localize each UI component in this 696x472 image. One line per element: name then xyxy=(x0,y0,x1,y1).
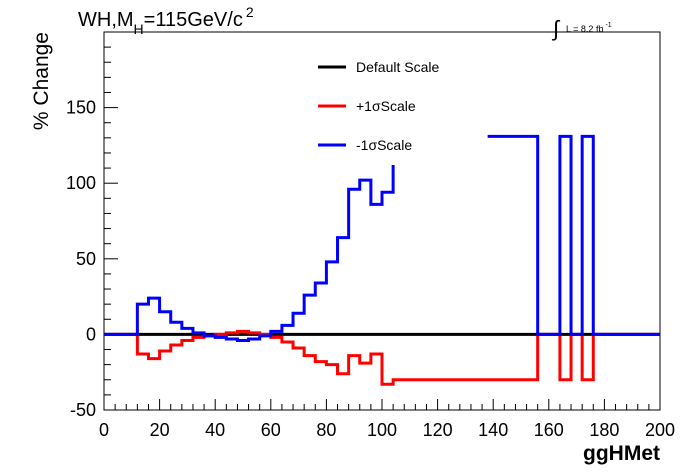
x-tick-label: 180 xyxy=(589,420,619,440)
y-axis-ticks: -50 0 50 100 150 xyxy=(66,31,118,420)
lumi-label: L = 8.2 fb -1 xyxy=(566,22,612,34)
x-tick-label: 60 xyxy=(261,420,281,440)
x-tick-label: 140 xyxy=(478,420,508,440)
series-layer xyxy=(104,134,660,386)
y-axis-title: % Change xyxy=(30,32,53,130)
y-tick-label: -50 xyxy=(70,400,96,420)
title-superscript: 2 xyxy=(246,4,254,20)
legend-label-default: Default Scale xyxy=(356,59,439,75)
x-tick-label: 100 xyxy=(367,420,397,440)
series-line-2-segment-1 xyxy=(487,134,660,336)
y-tick-label: 100 xyxy=(66,173,96,193)
x-tick-label: 120 xyxy=(423,420,453,440)
chart-title: WH,MH=115GeV/c 2 xyxy=(78,4,254,37)
series-line-1 xyxy=(104,329,660,386)
x-axis-title: ggHMet xyxy=(583,442,660,465)
y-tick-label: 50 xyxy=(76,249,96,269)
legend-label-plus: +1σScale xyxy=(356,98,416,114)
x-tick-label: 0 xyxy=(99,420,109,440)
x-axis-ticks: 0 20 40 60 80 100 120 140 160 180 200 xyxy=(99,399,675,440)
x-tick-label: 200 xyxy=(645,420,675,440)
x-tick-label: 160 xyxy=(534,420,564,440)
series-line-2 xyxy=(104,165,395,342)
x-tick-label: 40 xyxy=(205,420,225,440)
y-tick-label: 150 xyxy=(66,98,96,118)
legend: Default Scale +1σScale -1σScale xyxy=(318,59,439,153)
title-subscript: H xyxy=(134,21,144,37)
lumi-superscript: -1 xyxy=(605,22,611,29)
legend-label-minus: -1σScale xyxy=(356,137,412,153)
y-tick-label: 0 xyxy=(86,324,96,344)
x-tick-label: 20 xyxy=(150,420,170,440)
lumi-integral: ∫ xyxy=(551,16,561,41)
x-tick-label: 80 xyxy=(316,420,336,440)
